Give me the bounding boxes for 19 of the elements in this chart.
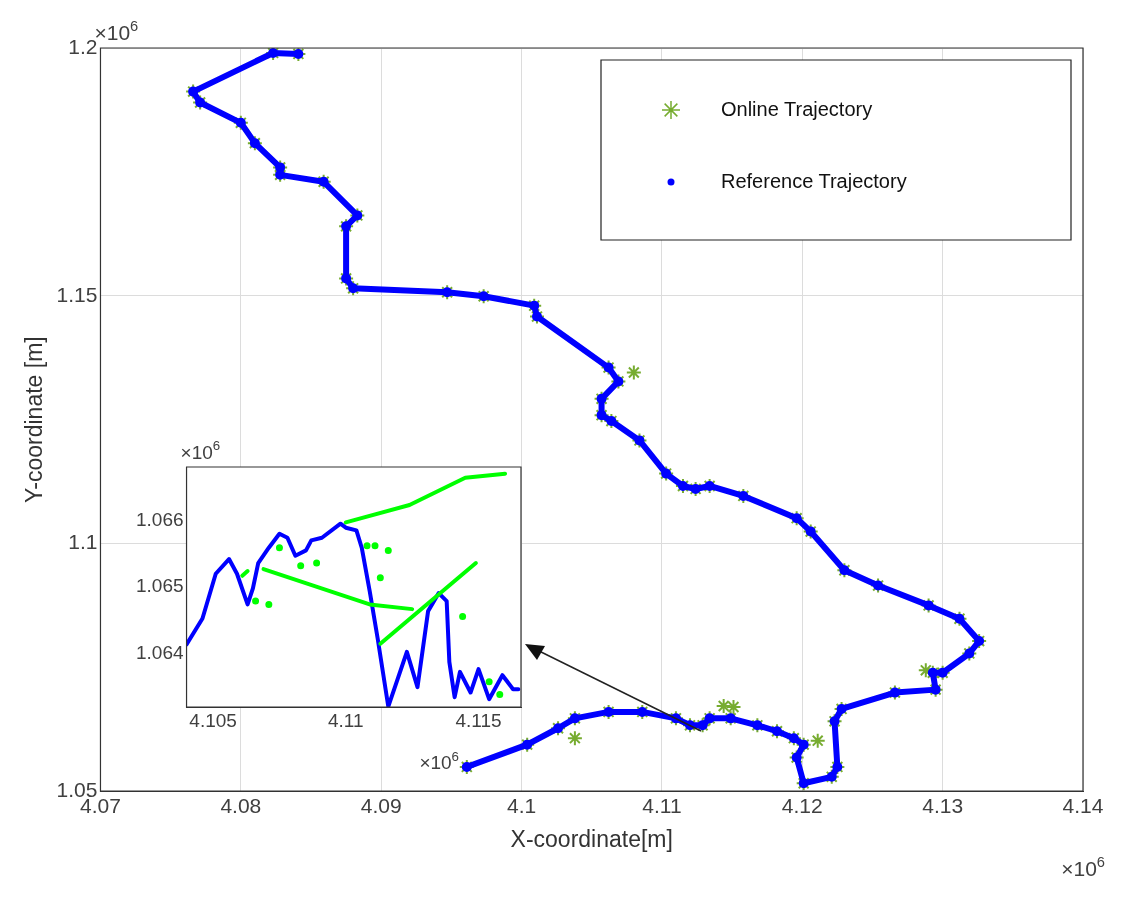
x-tick-label: 4.09 [360,793,402,817]
y-tick-label: 1.066 [136,508,184,530]
x-tick-label: 4.115 [455,709,502,731]
y-tick-label: 1.064 [136,642,184,664]
legend-label: Online Trajectory [721,97,873,120]
x-tick-label: 4.1 [506,793,537,817]
x-tick-label: 4.14 [1062,793,1104,817]
x-tick-label: 4.12 [781,793,823,817]
x-axis-title: X-coordinate[m] [510,825,673,852]
x-tick-label: 4.105 [189,709,237,731]
legend-label: Reference Trajectory [721,169,907,192]
x-tick-label: 4.13 [922,793,964,817]
y-axis-title: Y-coordinate [m] [21,336,48,503]
x-tick-label: 4.11 [328,709,364,731]
y-tick-label: 1.1 [68,530,98,554]
y-tick-label: 1.15 [56,282,98,306]
y-tick-label: 1.065 [136,575,184,597]
x-tick-label: 4.08 [220,793,262,817]
x-tick-label: 4.11 [642,793,682,817]
